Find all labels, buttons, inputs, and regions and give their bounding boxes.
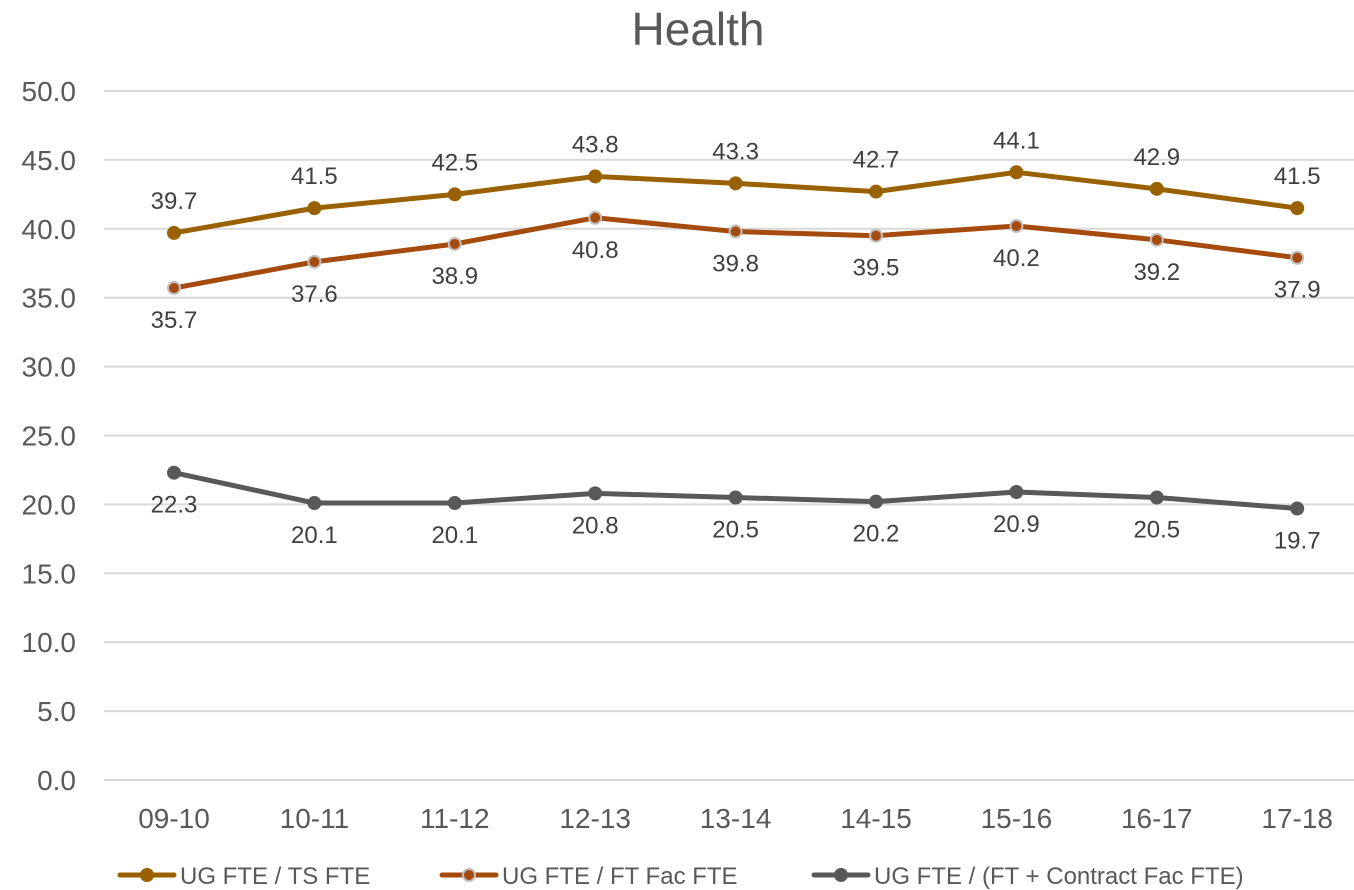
- data-label: 20.1: [431, 522, 478, 549]
- y-tick-label: 25.0: [22, 421, 77, 452]
- data-point: [869, 228, 883, 243]
- data-label: 42.5: [431, 149, 478, 176]
- x-tick-label: 10-11: [280, 803, 350, 834]
- data-label: 37.9: [1274, 277, 1321, 304]
- data-label: 40.8: [572, 237, 619, 264]
- data-labels: 39.7 41.5 42.5 43.8 43.3 42.7 44.1 42.9 41.5 35.7…: [151, 127, 1321, 554]
- data-label: 19.7: [1274, 528, 1321, 555]
- data-point: [1009, 219, 1024, 234]
- data-point: [588, 486, 603, 501]
- y-tick-label: 30.0: [22, 352, 77, 383]
- data-label: 39.8: [712, 251, 759, 278]
- data-point: [869, 494, 883, 509]
- data-label: 39.2: [1133, 259, 1180, 286]
- data-label: 20.9: [993, 511, 1040, 538]
- data-label: 20.5: [712, 517, 759, 544]
- data-point: [1009, 165, 1024, 180]
- y-tick-label: 35.0: [22, 283, 77, 314]
- data-point: [588, 169, 603, 184]
- data-label: 22.3: [151, 492, 198, 519]
- x-tick-label: 13-14: [700, 803, 772, 834]
- y-tick-label: 10.0: [22, 627, 77, 658]
- data-point: [1149, 181, 1164, 196]
- x-tick-label: 11-12: [420, 803, 490, 834]
- y-tick-label: 0.0: [37, 765, 76, 796]
- y-tick-label: 20.0: [22, 489, 77, 520]
- data-label: 43.3: [712, 138, 759, 165]
- legend-label: UG FTE / (FT + Contract Fac FTE): [874, 863, 1244, 890]
- data-point: [167, 281, 181, 296]
- y-tick-label: 15.0: [22, 558, 77, 589]
- x-tick-label: 15-16: [981, 803, 1053, 834]
- data-point: [447, 496, 462, 511]
- y-tick-label: 40.0: [22, 214, 77, 245]
- data-label: 20.1: [291, 522, 338, 549]
- data-label: 39.5: [853, 255, 900, 282]
- y-tick-label: 45.0: [22, 145, 77, 176]
- data-point: [1290, 501, 1305, 516]
- series-lines: [167, 165, 1305, 516]
- data-point: [447, 236, 462, 251]
- data-point: [167, 465, 181, 480]
- data-label: 37.6: [291, 281, 338, 308]
- data-point: [307, 254, 322, 269]
- x-tick-label: 09-10: [138, 803, 210, 834]
- data-label: 38.9: [431, 263, 478, 290]
- data-point: [1149, 490, 1164, 505]
- data-point: [869, 184, 883, 199]
- data-label: 41.5: [291, 163, 338, 190]
- data-label: 44.1: [993, 127, 1040, 154]
- data-label: 20.8: [572, 512, 619, 539]
- chart-title: Health: [632, 3, 765, 55]
- data-label: 35.7: [151, 307, 198, 334]
- data-label: 42.9: [1133, 144, 1180, 171]
- data-point: [307, 201, 322, 216]
- y-axis-tick-labels: 0.0 5.0 10.0 15.0 20.0 25.0 30.0 35.0 40.0 45.0 50…: [22, 76, 77, 796]
- data-point: [167, 225, 181, 240]
- data-label: 20.5: [1133, 517, 1180, 544]
- legend: UG FTE / TS FTE UG FTE / FT Fac FTE UG FTE…: [117, 863, 1244, 890]
- data-point: [307, 496, 322, 511]
- y-tick-label: 5.0: [37, 696, 76, 727]
- data-label: 43.8: [572, 131, 619, 158]
- data-point: [728, 224, 743, 239]
- data-point: [1009, 484, 1024, 499]
- legend-marker: [462, 868, 476, 882]
- legend-marker: [140, 868, 154, 882]
- x-axis-tick-labels: 09-10 10-11 11-12 12-13 13-14 14-15 15-16 16-17…: [138, 803, 1333, 834]
- data-point: [588, 210, 603, 225]
- data-label: 20.2: [853, 521, 900, 548]
- data-label: 41.5: [1274, 163, 1321, 190]
- data-point: [728, 176, 743, 191]
- data-point: [728, 490, 743, 505]
- data-label: 39.7: [151, 188, 198, 215]
- data-point: [1149, 232, 1164, 247]
- y-tick-label: 50.0: [22, 76, 77, 107]
- x-tick-label: 17-18: [1261, 803, 1333, 834]
- legend-label: UG FTE / TS FTE: [180, 863, 370, 890]
- x-tick-label: 16-17: [1121, 803, 1193, 834]
- x-tick-label: 12-13: [559, 803, 631, 834]
- data-point: [1290, 250, 1305, 265]
- x-tick-label: 14-15: [840, 803, 912, 834]
- data-label: 40.2: [993, 245, 1040, 272]
- data-label: 42.7: [853, 147, 900, 174]
- data-point: [447, 187, 462, 202]
- legend-label: UG FTE / FT Fac FTE: [502, 863, 738, 890]
- grid-lines: [104, 90, 1354, 781]
- data-point: [1290, 201, 1305, 216]
- legend-marker: [834, 868, 848, 882]
